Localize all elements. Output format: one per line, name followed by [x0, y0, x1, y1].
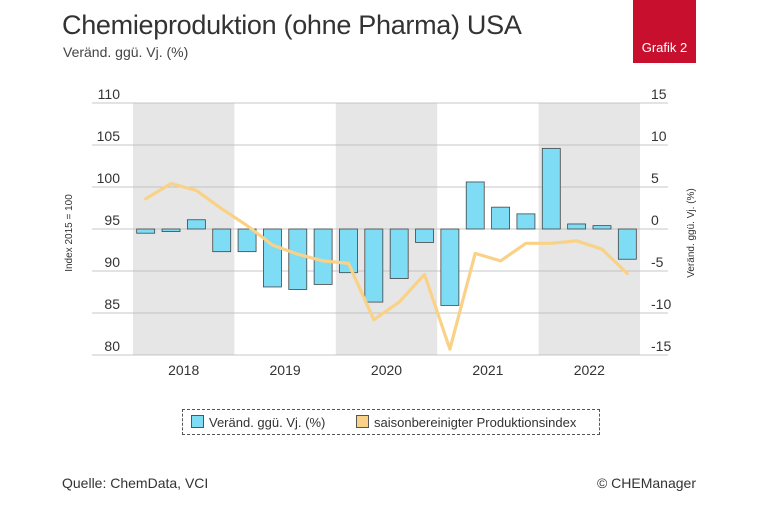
chart-area: 2018 2019 2020 2021 2022 110 15 105 10 100 5 95 0 90 -… — [64, 86, 697, 378]
y-right-tick: 15 — [651, 86, 667, 102]
chart-title: Chemieproduktion (ohne Pharma) USA — [62, 10, 522, 40]
y-right-tick: -5 — [651, 254, 664, 270]
bar — [491, 206, 510, 230]
bar — [440, 228, 460, 306]
bar — [567, 223, 587, 230]
bar — [161, 228, 181, 232]
bar — [313, 228, 333, 285]
source-note: Quelle: ChemData, VCI — [62, 475, 209, 491]
y-left-tick: 100 — [97, 170, 121, 186]
bar — [516, 213, 536, 230]
x-tick-2022: 2022 — [574, 362, 605, 378]
bar — [263, 228, 282, 288]
x-tick-2021: 2021 — [472, 362, 503, 378]
y-left-tick: 85 — [104, 296, 120, 312]
y-left-axis-label: Index 2015 = 100 — [64, 194, 75, 272]
line-series — [144, 182, 629, 351]
tick-labels: 2018 2019 2020 2021 2022 110 15 105 10 100 5 95 0 90 -… — [97, 86, 672, 378]
bar — [186, 219, 206, 230]
x-tick-2019: 2019 — [270, 362, 301, 378]
bar — [237, 228, 257, 253]
bar — [465, 181, 485, 230]
figure-badge: Grafik 2 — [633, 0, 696, 63]
y-right-tick: -10 — [651, 296, 671, 312]
y-right-tick: -15 — [651, 338, 671, 354]
credit-note: © CHEManager — [596, 475, 696, 491]
y-left-tick: 110 — [98, 86, 121, 102]
y-right-axis-label: Veränd. ggü. Vj. (%) — [686, 188, 697, 278]
y-right-tick: 5 — [651, 170, 659, 186]
y-left-tick: 95 — [104, 212, 120, 228]
bar — [389, 228, 409, 279]
legend-label-line: saisonbereinigter Produktionsindex — [374, 415, 577, 430]
bar — [541, 147, 561, 230]
legend: Veränd. ggü. Vj. (%) saisonbereinigter P… — [182, 409, 600, 435]
chart-subtitle: Veränd. ggü. Vj. (%) — [63, 44, 189, 60]
bar — [288, 228, 308, 290]
legend-swatch-bars — [191, 415, 204, 428]
legend-label-bars: Veränd. ggü. Vj. (%) — [209, 415, 326, 430]
y-right-tick: 10 — [651, 128, 667, 144]
legend-swatch-line — [356, 415, 369, 428]
production-index-line — [144, 182, 629, 351]
bar — [136, 228, 156, 234]
x-tick-2020: 2020 — [371, 362, 402, 378]
y-left-tick: 90 — [104, 254, 120, 270]
bar — [212, 228, 232, 253]
bar-series — [136, 147, 637, 306]
y-right-tick: 0 — [651, 212, 659, 228]
x-tick-2018: 2018 — [168, 362, 199, 378]
bar — [592, 225, 612, 230]
y-left-tick: 105 — [97, 128, 121, 144]
bar — [364, 228, 384, 303]
y-left-tick: 80 — [104, 338, 120, 354]
bar — [415, 228, 434, 243]
bar — [617, 228, 637, 260]
